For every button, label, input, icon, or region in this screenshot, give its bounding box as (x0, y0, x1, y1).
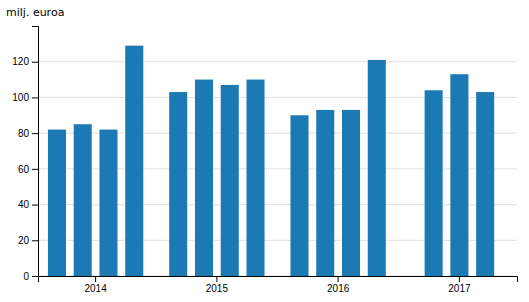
y-tick: 100 (12, 92, 38, 103)
y-tick: 80 (18, 128, 38, 139)
bar (425, 90, 443, 276)
y-tick-mark (32, 62, 38, 63)
y-tick-label: 60 (18, 164, 30, 175)
y-tick-mark (32, 240, 38, 241)
bar (247, 80, 265, 276)
y-tick: 20 (18, 235, 38, 246)
y-tick-label: 80 (18, 128, 30, 139)
bar (48, 130, 66, 276)
bar (99, 130, 117, 276)
x-axis: 2014 2015 2016 2017 (39, 276, 518, 294)
bar (195, 80, 213, 276)
y-axis-line (32, 27, 39, 277)
y-tick-mark (32, 276, 38, 277)
y-tick-label: 120 (12, 56, 29, 67)
bar (316, 110, 334, 276)
x-tick-label: 2017 (448, 283, 471, 294)
bar (290, 115, 308, 276)
y-tick: 40 (18, 199, 38, 210)
x-tick-mark (95, 276, 96, 282)
grid (38, 62, 517, 276)
x-tick: 2015 (206, 276, 229, 294)
x-tick: 2016 (327, 276, 350, 294)
x-tick-label: 2015 (206, 283, 229, 294)
chart: 0 20 40 60 80 100 120 2014 2015 2016 2017 milj. eur… (0, 0, 529, 302)
y-tick-label: 0 (23, 271, 29, 282)
x-tick-mark (216, 276, 217, 282)
x-tick: 2017 (448, 276, 471, 294)
y-tick-label: 40 (18, 199, 30, 210)
bar (74, 124, 92, 276)
x-tick-mark (338, 276, 339, 282)
grid-line (38, 97, 517, 98)
y-tick-label: 100 (12, 92, 29, 103)
y-axis: 0 20 40 60 80 100 120 (12, 27, 38, 282)
bar (125, 46, 143, 276)
x-axis-line (39, 277, 518, 283)
x-tick-label: 2016 (327, 283, 350, 294)
bar (368, 60, 386, 276)
y-tick-mark (32, 205, 38, 206)
x-tick: 2014 (84, 276, 107, 294)
bar (450, 74, 468, 276)
x-tick-label: 2014 (84, 283, 107, 294)
y-tick-mark (32, 97, 38, 98)
grid-line (38, 61, 517, 62)
x-tick-mark (459, 276, 460, 282)
plot: 0 20 40 60 80 100 120 2014 2015 2016 2017 (12, 27, 517, 295)
y-tick-label: 20 (18, 235, 30, 246)
y-tick-mark (32, 169, 38, 170)
bar (221, 85, 239, 276)
y-tick-mark (32, 133, 38, 134)
y-tick: 60 (18, 164, 38, 175)
bars (48, 46, 494, 276)
y-tick: 120 (12, 56, 38, 67)
y-tick: 0 (23, 271, 38, 282)
bar (476, 92, 494, 276)
bar (342, 110, 360, 276)
y-label: milj. euroa (6, 6, 64, 19)
bar (169, 92, 187, 276)
